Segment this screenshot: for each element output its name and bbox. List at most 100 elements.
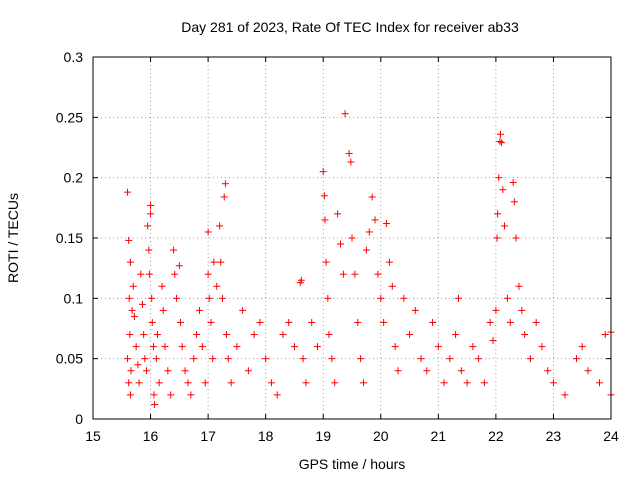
data-point	[170, 246, 178, 254]
tick-labels-layer: 15 16 17 18 19 20 21 22 23 24 0 0.05 0.1 0.15 0.2 0.25 0…	[56, 49, 619, 444]
data-point	[601, 331, 609, 339]
data-point	[506, 318, 514, 326]
data-point	[336, 240, 344, 248]
data-point	[140, 331, 148, 339]
data-point	[334, 210, 342, 218]
data-point	[219, 294, 226, 302]
chart-title: Day 281 of 2023, Rate Of TEC Index for r…	[181, 19, 519, 35]
data-point	[365, 228, 373, 236]
data-point	[391, 343, 399, 351]
data-point	[138, 300, 146, 308]
data-point	[209, 355, 217, 363]
data-point	[141, 355, 149, 363]
data-point	[175, 262, 183, 270]
data-point	[417, 355, 425, 363]
data-point	[127, 367, 135, 375]
data-point	[262, 355, 270, 363]
y-tick-label: 0.3	[64, 49, 84, 65]
data-point	[285, 318, 293, 326]
data-point	[486, 318, 494, 326]
y-tick-label: 0.2	[64, 170, 84, 186]
data-point	[320, 192, 328, 200]
data-point	[153, 331, 161, 339]
data-point	[125, 236, 133, 244]
data-point	[354, 318, 362, 326]
data-point	[377, 294, 385, 302]
data-point	[503, 294, 511, 302]
data-point	[147, 201, 155, 209]
data-point	[496, 137, 504, 145]
data-point	[221, 180, 229, 188]
data-point	[385, 258, 393, 266]
data-point	[190, 355, 198, 363]
data-point	[125, 379, 133, 387]
data-point	[256, 318, 264, 326]
data-point	[223, 331, 231, 339]
data-point	[167, 391, 175, 399]
data-point	[319, 168, 327, 176]
data-point	[126, 258, 134, 266]
data-point	[457, 367, 465, 375]
data-point	[201, 379, 209, 387]
data-point	[324, 294, 332, 302]
data-point	[220, 193, 228, 201]
data-point	[184, 379, 192, 387]
data-point	[233, 343, 241, 351]
data-point	[145, 270, 153, 278]
data-point	[124, 355, 132, 363]
data-point	[595, 379, 603, 387]
x-tick-label: 23	[546, 428, 562, 444]
data-point	[538, 343, 546, 351]
data-point	[273, 391, 281, 399]
data-point	[155, 379, 163, 387]
data-point	[217, 258, 225, 266]
data-point	[161, 343, 169, 351]
y-axis-label: ROTI / TECUs	[5, 193, 21, 283]
data-point	[321, 216, 329, 224]
y-tick-label: 0.05	[56, 351, 83, 367]
data-point	[492, 306, 500, 314]
data-point	[388, 282, 396, 290]
data-point	[204, 270, 212, 278]
x-tick-label: 24	[603, 428, 619, 444]
data-point	[299, 355, 307, 363]
data-point	[578, 343, 586, 351]
data-point	[518, 306, 526, 314]
data-point	[213, 282, 221, 290]
data-point	[469, 343, 477, 351]
x-tick-label: 18	[258, 428, 274, 444]
data-point	[440, 379, 448, 387]
data-point	[380, 318, 388, 326]
data-point	[227, 379, 235, 387]
data-point	[144, 222, 152, 230]
data-point	[204, 228, 212, 236]
data-point	[368, 193, 376, 201]
data-point	[164, 367, 172, 375]
x-tick-label: 17	[200, 428, 216, 444]
data-point	[493, 234, 501, 242]
data-point	[176, 318, 184, 326]
data-point	[521, 331, 529, 339]
data-point	[132, 343, 140, 351]
data-point	[297, 276, 305, 284]
data-point	[347, 158, 355, 166]
data-point	[494, 210, 502, 218]
data-point	[348, 234, 356, 242]
data-point	[374, 270, 382, 278]
data-point	[394, 367, 402, 375]
data-point	[134, 361, 142, 369]
y-tick-label: 0.25	[56, 109, 83, 125]
data-point	[239, 306, 247, 314]
data-point	[341, 110, 349, 118]
data-point	[172, 294, 180, 302]
data-point	[532, 318, 540, 326]
data-points-layer	[124, 110, 615, 409]
data-point	[357, 355, 365, 363]
data-point	[325, 331, 333, 339]
data-point	[171, 270, 179, 278]
data-point	[207, 318, 215, 326]
data-point	[149, 343, 157, 351]
data-point	[495, 174, 503, 182]
x-tick-label: 22	[488, 428, 504, 444]
data-point	[400, 294, 408, 302]
